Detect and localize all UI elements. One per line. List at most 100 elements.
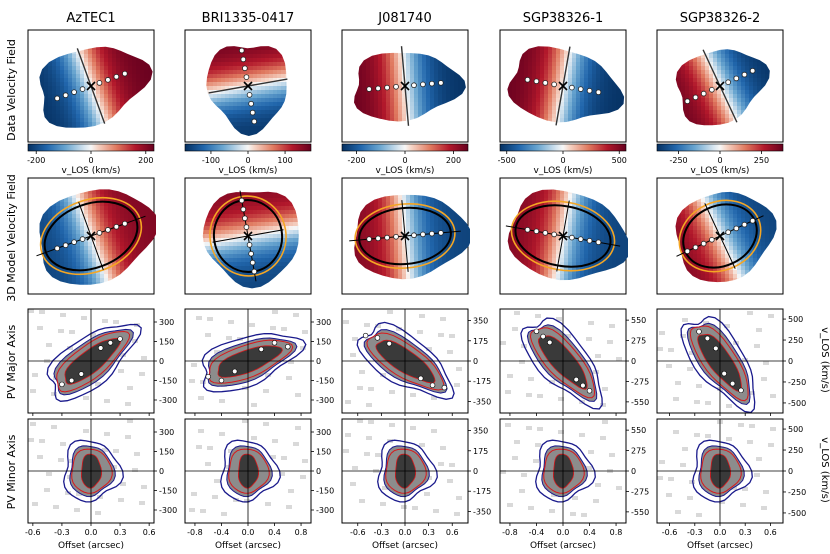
data-map-pixel xyxy=(88,94,92,98)
data-map-pixel xyxy=(426,78,430,82)
model-map-pixel xyxy=(104,222,108,226)
data-map-pixel xyxy=(148,70,152,74)
model-map-pixel xyxy=(96,202,100,206)
model-map-pixel xyxy=(241,262,245,266)
model-map-pixel xyxy=(253,250,257,254)
data-map-pixel xyxy=(414,86,418,90)
data-map-pixel xyxy=(237,106,241,110)
data-map-pixel xyxy=(80,50,84,54)
data-map-pixel xyxy=(362,98,366,102)
model-map-pixel xyxy=(80,266,84,270)
pv-noise-pixel xyxy=(83,429,89,433)
model-map-pixel xyxy=(76,234,80,238)
model-map-pixel xyxy=(128,254,132,258)
data-map-pixel xyxy=(382,62,386,66)
data-map-pixel xyxy=(358,70,362,74)
data-map-pixel xyxy=(410,70,414,74)
model-map-pixel xyxy=(261,214,265,218)
model-map-pixel xyxy=(88,250,92,254)
data-map-pixel xyxy=(48,110,52,114)
data-map-pixel xyxy=(225,62,229,66)
model-map-pixel xyxy=(293,234,297,238)
model-map-pixel xyxy=(225,194,229,198)
data-map-pixel xyxy=(80,82,84,86)
data-map-pixel xyxy=(217,66,221,70)
model-map-pixel xyxy=(92,262,96,266)
model-map-pixel xyxy=(233,214,237,218)
pv-noise-pixel xyxy=(228,320,234,324)
data-map-pixel xyxy=(277,94,281,98)
data-map-pixel xyxy=(410,98,414,102)
model-map-pixel xyxy=(60,254,64,258)
data-map-pixel xyxy=(241,82,245,86)
model-map-pixel xyxy=(249,214,253,218)
data-map-pixel xyxy=(124,62,128,66)
model-map-pixel xyxy=(253,202,257,206)
data-map-pixel xyxy=(438,74,442,78)
data-map-pixel xyxy=(442,82,446,86)
model-map-pixel xyxy=(80,198,84,202)
model-map-pixel xyxy=(100,270,104,274)
data-map-pixel xyxy=(370,82,374,86)
data-map-pixel xyxy=(237,62,241,66)
model-map-pixel xyxy=(96,282,100,285)
model-map-pixel xyxy=(64,238,68,242)
model-map-pixel xyxy=(289,258,293,262)
model-map-pixel xyxy=(229,262,233,266)
model-map-pixel xyxy=(277,198,281,202)
model-map-pixel xyxy=(237,254,241,258)
data-map-pixel xyxy=(60,122,64,126)
data-map-pixel xyxy=(140,86,144,90)
data-map-pixel xyxy=(132,74,136,78)
model-map-pixel xyxy=(144,218,148,222)
model-map-pixel xyxy=(68,246,72,250)
data-map-pixel xyxy=(209,86,213,90)
data-map-pixel xyxy=(52,110,56,114)
data-map-pixel xyxy=(426,94,430,98)
data-map-pixel xyxy=(458,86,462,90)
offset-axis-label: Offset (arcsec) xyxy=(58,541,124,551)
data-map-pixel xyxy=(386,70,390,74)
model-map-pixel xyxy=(80,218,84,222)
data-map-pixel xyxy=(206,74,209,78)
data-map-pixel xyxy=(261,118,265,122)
data-map-pixel xyxy=(120,82,124,86)
data-map-pixel xyxy=(136,66,140,70)
model-map-pixel xyxy=(289,226,293,230)
model-map-pixel xyxy=(229,218,233,222)
data-map-pixel xyxy=(76,78,80,82)
data-map-pixel xyxy=(245,118,249,122)
data-map-pixel xyxy=(84,126,88,128)
model-map-pixel xyxy=(136,202,140,206)
data-map-pixel xyxy=(390,62,394,66)
data-map-pixel xyxy=(442,98,446,102)
data-map-pixel xyxy=(249,134,253,136)
data-map-pixel xyxy=(237,90,241,94)
model-map-pixel xyxy=(261,250,265,254)
data-map-pixel xyxy=(217,74,221,78)
data-map-pixel xyxy=(422,78,426,82)
model-map-pixel xyxy=(293,226,297,230)
model-map-pixel xyxy=(237,270,241,274)
model-map-pixel xyxy=(72,278,76,282)
model-major-axis-point xyxy=(240,206,247,213)
model-map-pixel xyxy=(265,250,269,254)
model-map-pixel xyxy=(116,262,120,266)
model-map-pixel xyxy=(237,198,241,202)
data-map-pixel xyxy=(72,74,76,78)
model-map-pixel xyxy=(84,222,88,226)
model-map-pixel xyxy=(277,206,281,210)
data-map-pixel xyxy=(394,110,398,114)
data-map-pixel xyxy=(128,82,132,86)
model-map-pixel xyxy=(285,234,289,238)
data-map-pixel xyxy=(237,94,241,98)
model-map-pixel xyxy=(120,242,124,246)
data-map-pixel xyxy=(52,58,56,62)
data-map-pixel xyxy=(414,62,418,66)
data-map-pixel xyxy=(225,50,229,54)
model-map-pixel xyxy=(245,210,249,214)
model-map-pixel xyxy=(52,242,56,246)
data-map-pixel xyxy=(358,94,362,98)
model-map-pixel xyxy=(48,270,52,274)
data-map-pixel xyxy=(426,86,430,90)
